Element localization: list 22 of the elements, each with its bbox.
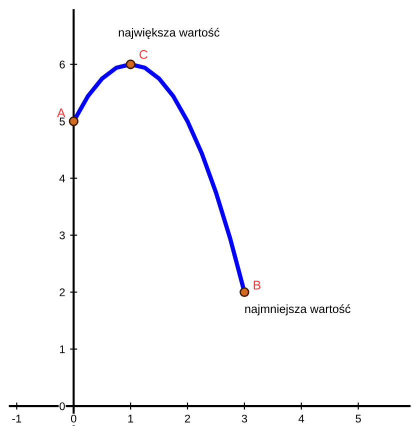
x-tick-label: 5	[356, 414, 361, 423]
point	[126, 59, 136, 70]
x-tick-label: 1	[128, 414, 134, 422]
annotation: A	[57, 108, 66, 118]
x-tick-label: -1	[12, 414, 22, 422]
x-tick-label: 0	[70, 414, 76, 423]
x-tick-label: 3	[242, 414, 248, 423]
y-tick-label: 2	[60, 288, 65, 296]
x-tick-label: 4	[298, 414, 304, 422]
annotation: B	[254, 280, 260, 290]
annotation: największa wartość	[118, 28, 220, 40]
point	[68, 116, 79, 126]
annotation: C	[140, 50, 148, 59]
y-tick-label: 1	[60, 345, 65, 354]
x-tick-label: 2	[184, 414, 190, 422]
y-tick-label: 3	[60, 231, 65, 240]
point	[240, 287, 250, 298]
y-tick-label: 0	[60, 402, 65, 410]
y-tick-label: 5	[60, 118, 65, 126]
y-tick-label: 6	[60, 60, 65, 68]
annotation: najmniejsza wartość	[245, 304, 350, 316]
y-tick-label: 4	[59, 174, 65, 182]
